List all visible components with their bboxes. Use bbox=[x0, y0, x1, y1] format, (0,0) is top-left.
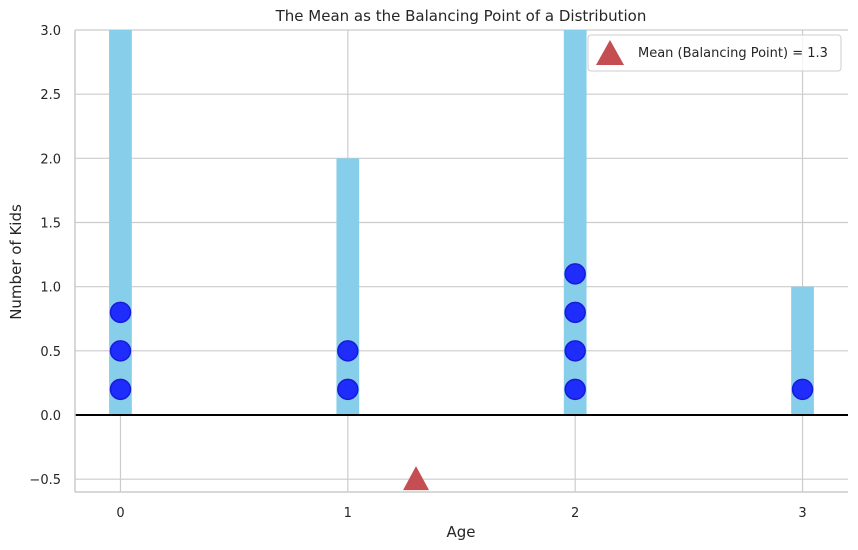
data-dot bbox=[109, 340, 132, 362]
grid bbox=[75, 29, 848, 492]
chart-title: The Mean as the Balancing Point of a Dis… bbox=[275, 7, 647, 25]
y-tick-label: 0.5 bbox=[40, 345, 61, 360]
x-tick-label: 0 bbox=[116, 506, 124, 521]
data-dot bbox=[564, 263, 586, 285]
y-tick-labels: −0.5 0.0 0.5 1.0 1.5 2.0 2.5 3.0 bbox=[29, 24, 61, 488]
data-dot bbox=[109, 301, 132, 324]
mean-marker bbox=[403, 466, 430, 491]
mean-marker-group bbox=[403, 466, 430, 491]
data-dot bbox=[564, 301, 586, 324]
legend-label: Mean (Balancing Point) = 1.3 bbox=[638, 46, 828, 61]
data-dot bbox=[337, 340, 359, 362]
legend-mean-marker bbox=[596, 40, 624, 65]
data-dot bbox=[109, 378, 132, 401]
legend: Mean (Balancing Point) = 1.3 bbox=[587, 34, 842, 72]
x-tick-label: 2 bbox=[571, 506, 579, 521]
x-tick-label: 1 bbox=[344, 506, 352, 521]
y-tick-label: 3.0 bbox=[40, 24, 61, 39]
y-tick-label: 2.0 bbox=[40, 152, 61, 167]
x-axis-title: Age bbox=[446, 523, 475, 541]
y-tick-label: 0.0 bbox=[40, 409, 61, 424]
y-tick-label: 2.5 bbox=[40, 88, 61, 103]
data-dot bbox=[337, 378, 359, 401]
x-tick-label: 3 bbox=[798, 506, 806, 521]
legend-box bbox=[587, 34, 842, 72]
y-tick-label: −0.5 bbox=[29, 473, 61, 488]
data-dot bbox=[564, 340, 586, 362]
dots bbox=[109, 263, 814, 401]
y-tick-label: 1.5 bbox=[40, 217, 61, 232]
y-axis-title: Number of Kids bbox=[7, 204, 25, 320]
bar bbox=[336, 158, 360, 416]
x-tick-labels: 0 1 2 3 bbox=[116, 506, 806, 521]
data-dot bbox=[564, 378, 586, 401]
data-dot bbox=[791, 378, 814, 401]
axis-spines bbox=[74, 30, 848, 493]
y-tick-label: 1.0 bbox=[40, 281, 61, 296]
